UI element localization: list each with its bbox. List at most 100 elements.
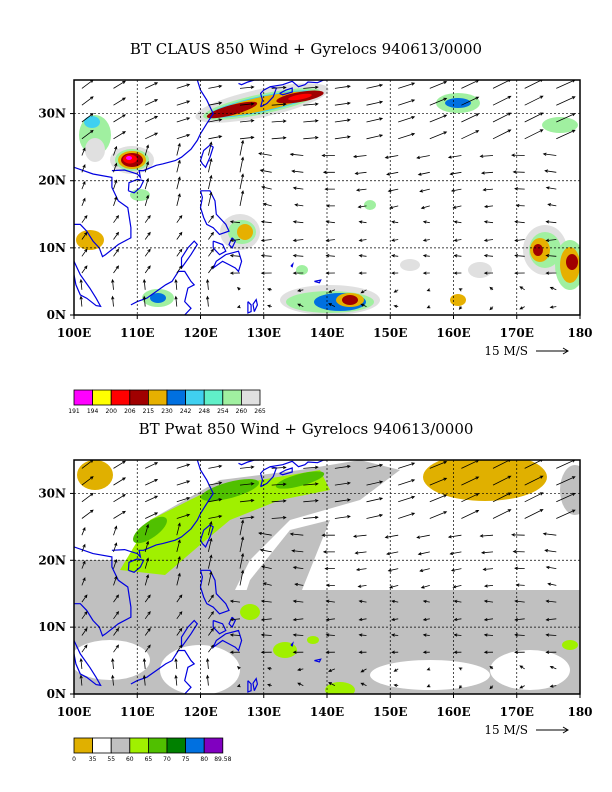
- coastline-path: [290, 262, 294, 268]
- wind-arrow: [271, 465, 287, 470]
- wind-arrow: [176, 644, 183, 653]
- wind-arrow: [303, 499, 319, 503]
- wind-arrow: [297, 667, 304, 672]
- wind-arrow: [144, 144, 150, 156]
- wind-arrow: [483, 238, 494, 242]
- wind-arrow: [545, 271, 557, 275]
- wind-arrow: [208, 248, 214, 257]
- wind-arrow: [321, 533, 335, 537]
- coastline-path: [74, 640, 102, 687]
- wind-arrow: [144, 557, 150, 569]
- wind-arrow: [208, 514, 223, 519]
- wind-arrow: [393, 304, 399, 308]
- lon-tick-label: 110E: [120, 326, 154, 340]
- wind-arrow: [542, 532, 557, 536]
- wind-arrow: [514, 617, 525, 622]
- wind-arrow: [176, 83, 191, 89]
- wind-arrow: [453, 238, 462, 242]
- wind-arrow: [239, 515, 255, 519]
- wind-scale-arrow: [536, 726, 569, 734]
- wind-arrow: [514, 566, 525, 570]
- wind-arrow: [458, 667, 463, 671]
- wind-arrow: [208, 265, 214, 274]
- wind-arrow: [111, 278, 115, 290]
- wind-arrow: [398, 495, 416, 503]
- wind-arrow: [144, 611, 151, 620]
- wind-arrow: [176, 594, 183, 603]
- colorbar-swatch: [222, 389, 242, 406]
- wind-arrow: [398, 479, 416, 486]
- lat-tick-label: 20N: [38, 174, 66, 188]
- wind-arrow: [292, 633, 304, 637]
- wind-arrow: [208, 214, 214, 223]
- wind-arrow: [260, 220, 272, 224]
- wind-arrow: [352, 534, 367, 538]
- wind-arrow: [81, 577, 86, 586]
- wind-arrow: [81, 543, 86, 553]
- coastline-path: [74, 166, 132, 258]
- coastline-path: [180, 240, 199, 269]
- lon-tick-label: 140E: [310, 326, 344, 340]
- wind-arrow: [453, 599, 462, 604]
- wind-arrow: [483, 617, 494, 622]
- wind-arrow: [294, 582, 304, 587]
- wind-arrow: [144, 214, 151, 223]
- lon-tick-label: 160E: [436, 705, 470, 719]
- wind-arrow: [239, 156, 245, 173]
- coastline-path: [212, 619, 227, 635]
- wind-arrow: [524, 112, 544, 123]
- wind-arrow: [208, 611, 214, 620]
- wind-arrow: [113, 627, 120, 636]
- wind-arrow: [208, 537, 213, 552]
- colorbar-label: 80: [200, 756, 208, 763]
- wind-arrow: [366, 100, 384, 106]
- wind-arrow: [81, 96, 94, 106]
- coastline-path: [290, 641, 294, 647]
- coastline-path: [279, 87, 293, 96]
- lat-tick-label: 30N: [38, 107, 66, 121]
- colorbar-swatch: [73, 389, 94, 406]
- wind-arrow: [324, 566, 335, 571]
- colorbar-label: 242: [180, 408, 192, 415]
- colorbar-swatch: [110, 737, 131, 754]
- wind-arrow: [239, 119, 255, 123]
- wind-arrow: [422, 271, 430, 275]
- wind-arrow: [524, 460, 543, 469]
- wind-arrow: [113, 542, 118, 553]
- wind-arrow: [239, 139, 245, 156]
- wind-arrow: [358, 254, 367, 258]
- wind-arrow: [461, 130, 480, 140]
- wind-arrow: [461, 476, 480, 486]
- wind-arrow: [297, 303, 304, 307]
- wind-arrow: [208, 174, 213, 190]
- wind-arrow: [208, 498, 223, 503]
- wind-arrow: [419, 188, 430, 193]
- wind-arrow: [492, 129, 512, 140]
- wind-arrow: [416, 155, 430, 160]
- colorbar-label: 248: [198, 408, 210, 415]
- wind-arrow: [325, 238, 335, 242]
- wind-arrow: [144, 523, 150, 536]
- wind-arrow: [422, 254, 430, 258]
- wind-arrow: [429, 114, 448, 123]
- wind-arrow: [458, 306, 463, 310]
- lon-tick-label: 120E: [183, 326, 217, 340]
- colorbar-swatch: [129, 737, 149, 754]
- wind-arrow: [81, 476, 94, 486]
- wind-arrow: [324, 187, 335, 191]
- wind-arrow: [447, 155, 462, 159]
- wind-arrow: [480, 550, 494, 555]
- lon-tick-label: 130E: [247, 326, 281, 340]
- wind-arrow: [229, 220, 241, 224]
- wind-arrow: [398, 462, 416, 469]
- wind-arrow: [482, 188, 494, 192]
- wind-arrow: [391, 633, 399, 637]
- wind-arrow: [208, 571, 213, 586]
- wind-arrow: [328, 682, 336, 686]
- wind-arrow: [145, 495, 159, 503]
- wind-arrow: [358, 220, 367, 224]
- wind-arrow: [239, 190, 245, 206]
- wind-arrow: [545, 565, 557, 570]
- wind-arrow: [176, 231, 183, 240]
- wind-arrow: [236, 684, 241, 688]
